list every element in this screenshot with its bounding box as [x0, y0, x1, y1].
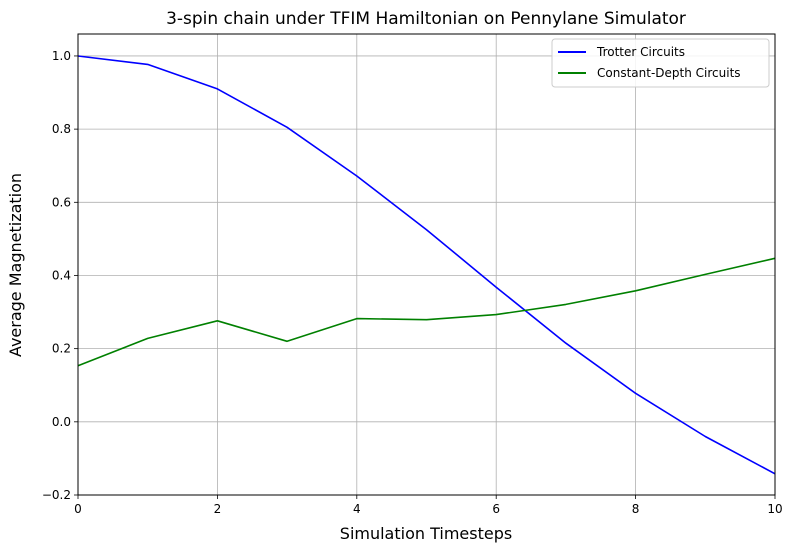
y-tick-label: 0.2	[52, 342, 71, 356]
y-tick-label: −0.2	[42, 488, 71, 502]
y-tick-label: 0.4	[52, 268, 71, 282]
y-axis-title: Average Magnetization	[6, 173, 25, 357]
y-tick-label: 0.6	[52, 195, 71, 209]
plot-frame	[77, 33, 776, 496]
series-line-trotter-circuits	[77, 55, 776, 475]
series-layer	[77, 55, 776, 475]
y-tick-label: 0.0	[52, 415, 71, 429]
series-line-constant-depth-circuits	[77, 257, 776, 367]
tick-layer: 0 2 4 6 8 10 −0.2 0.0 0.2 0.4 0.6 0.8 1.0	[42, 49, 783, 516]
x-tick-label: 4	[353, 502, 361, 516]
legend: Trotter Circuits Constant-Depth Circuits	[551, 38, 770, 88]
grid-layer	[77, 34, 776, 496]
x-tick-label: 2	[214, 502, 222, 516]
legend-label-trotter: Trotter Circuits	[596, 45, 685, 59]
y-tick-label: 1.0	[52, 49, 71, 63]
chart-title: 3-spin chain under TFIM Hamiltonian on P…	[166, 9, 686, 29]
x-tick-label: 10	[767, 502, 782, 516]
x-tick-label: 0	[74, 502, 82, 516]
legend-label-constant-depth: Constant-Depth Circuits	[597, 66, 741, 80]
x-axis-title: Simulation Timesteps	[340, 524, 512, 543]
y-tick-label: 0.8	[52, 122, 71, 136]
x-tick-label: 8	[632, 502, 640, 516]
legend-box	[551, 38, 770, 88]
x-tick-label: 6	[492, 502, 500, 516]
